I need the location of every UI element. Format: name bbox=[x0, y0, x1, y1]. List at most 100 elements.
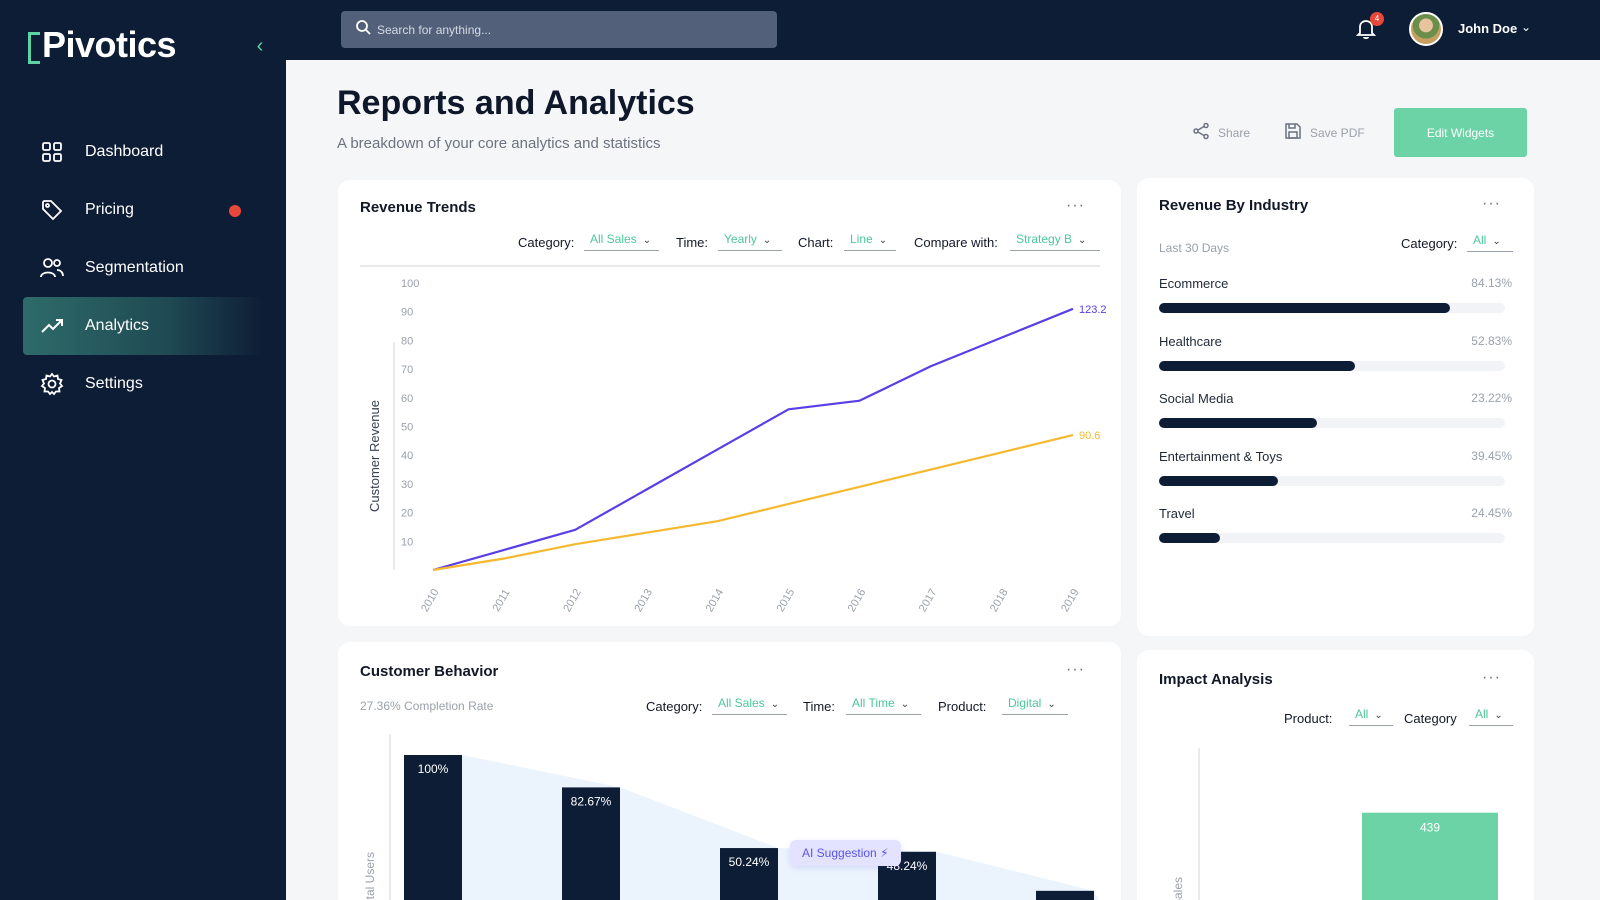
category-select-value: All bbox=[1473, 233, 1487, 247]
search-icon bbox=[355, 19, 371, 40]
x-tick-label: 2016 bbox=[846, 587, 869, 614]
time-select-value: Yearly bbox=[724, 232, 757, 246]
chevron-down-icon: ⌄ bbox=[878, 235, 888, 246]
category-select[interactable]: All ⌄ bbox=[1467, 233, 1513, 252]
x-tick-label: 2014 bbox=[704, 587, 727, 614]
sidebar-item-dashboard[interactable]: Dashboard bbox=[23, 123, 263, 181]
revenue-trends-chart: Customer Revenue 10 20 30 40 50 60 70 80 90 100 20… bbox=[360, 265, 1107, 614]
category-select[interactable]: All Sales ⌄ bbox=[584, 232, 659, 251]
industry-bar-track bbox=[1159, 475, 1505, 486]
y-axis-label: Total Users bbox=[363, 852, 377, 900]
chevron-down-icon: ⌄ bbox=[1078, 235, 1087, 246]
filter-label: Category: bbox=[646, 699, 703, 714]
y-tick-label: 30 bbox=[401, 479, 413, 491]
time-select[interactable]: Yearly ⌄ bbox=[718, 232, 782, 251]
sidebar-item-analytics[interactable]: Analytics bbox=[23, 297, 263, 355]
bar-value-label: 439 bbox=[1420, 821, 1440, 835]
filter-label: Product: bbox=[1284, 711, 1333, 726]
chevron-down-icon[interactable]: ⌄ bbox=[1521, 20, 1532, 34]
category-select-value: All Sales bbox=[718, 696, 765, 710]
impact-analysis-card: Impact Analysis ··· Product: All ⌄ Catego… bbox=[1137, 650, 1534, 900]
grid-icon bbox=[39, 139, 65, 165]
category-select[interactable]: All Sales ⌄ bbox=[712, 696, 787, 715]
tag-icon bbox=[39, 197, 65, 223]
time-select-value: All Time bbox=[852, 696, 895, 710]
industry-name: Ecommerce bbox=[1159, 276, 1229, 291]
x-tick-label: 2019 bbox=[1059, 587, 1082, 614]
user-name[interactable]: John Doe bbox=[1458, 21, 1518, 36]
bell-icon[interactable] bbox=[1354, 16, 1378, 40]
lightning-icon: ⚡︎ bbox=[880, 846, 889, 860]
product-select[interactable]: Digital ⌄ bbox=[1002, 696, 1068, 715]
industry-value: 23.22% bbox=[1471, 391, 1512, 405]
share-button[interactable]: Share bbox=[1192, 122, 1250, 143]
chevron-down-icon: ⌄ bbox=[762, 235, 772, 246]
filter-label: Category: bbox=[518, 235, 575, 250]
funnel-area bbox=[462, 755, 1099, 900]
sidebar-item-pricing[interactable]: Pricing bbox=[23, 181, 263, 239]
share-icon bbox=[1192, 122, 1210, 143]
chevron-down-icon: ⌄ bbox=[1374, 710, 1383, 721]
industry-bar-fill bbox=[1159, 303, 1451, 313]
more-options-icon[interactable]: ··· bbox=[1066, 661, 1085, 678]
industry-bar-track bbox=[1159, 418, 1505, 428]
compare-select[interactable]: Strategy B ⌄ bbox=[1010, 232, 1100, 251]
edit-widgets-button[interactable]: Edit Widgets bbox=[1394, 108, 1527, 157]
search-box[interactable] bbox=[341, 11, 777, 48]
bar-value-label: 100% bbox=[418, 762, 449, 776]
series-end-label: 123.2 bbox=[1079, 304, 1107, 316]
search-input[interactable] bbox=[377, 22, 757, 37]
y-axis-label: Sales bbox=[1171, 877, 1185, 900]
ai-suggestion-button[interactable]: AI Suggestion ⚡︎ bbox=[790, 840, 901, 866]
y-axis-label: Customer Revenue bbox=[367, 400, 382, 512]
more-options-icon[interactable]: ··· bbox=[1482, 195, 1501, 212]
x-tick-label: 2015 bbox=[775, 587, 798, 614]
industry-value: 39.45% bbox=[1471, 448, 1512, 463]
industry-value: 52.83% bbox=[1471, 333, 1512, 348]
x-tick-label: 2012 bbox=[561, 587, 584, 614]
filter-label: Category bbox=[1404, 711, 1457, 726]
time-select[interactable]: All Time ⌄ bbox=[846, 696, 921, 715]
sidebar-item-label: Settings bbox=[85, 375, 143, 392]
series-line bbox=[432, 434, 1074, 572]
card-title: Revenue Trends bbox=[360, 199, 476, 216]
category-select-value: All Sales bbox=[590, 232, 637, 246]
product-select-value: All bbox=[1355, 707, 1369, 721]
sidebar-item-label: Analytics bbox=[85, 317, 150, 334]
collapse-sidebar-icon[interactable]: ‹ bbox=[256, 35, 264, 57]
chart-type-select[interactable]: Line ⌄ bbox=[844, 232, 896, 251]
gear-icon bbox=[39, 371, 65, 397]
avatar[interactable] bbox=[1409, 12, 1443, 46]
industry-name: Healthcare bbox=[1159, 333, 1222, 349]
bar-value-label: 50.24% bbox=[729, 855, 770, 869]
x-tick-label: 2010 bbox=[419, 587, 442, 614]
y-tick-label: 100 bbox=[401, 278, 419, 290]
sidebar-item-label: Pricing bbox=[85, 201, 134, 218]
sidebar: Pivotics ‹ Dashboard Pricing Segmentatio… bbox=[0, 0, 286, 900]
more-options-icon[interactable]: ··· bbox=[1066, 197, 1085, 214]
save-pdf-button[interactable]: Save PDF bbox=[1284, 122, 1365, 143]
logo-text: Pivotics bbox=[42, 24, 177, 65]
sidebar-item-segmentation[interactable]: Segmentation bbox=[23, 239, 263, 297]
notification-dot bbox=[229, 205, 241, 217]
y-tick-label: 60 bbox=[401, 393, 413, 405]
y-tick-label: 70 bbox=[401, 364, 413, 376]
notification-badge: 4 bbox=[1370, 12, 1384, 26]
sidebar-item-settings[interactable]: Settings bbox=[23, 355, 263, 413]
chart-type-select-value: Line bbox=[850, 232, 873, 246]
category-select[interactable]: All ⌄ bbox=[1469, 707, 1513, 726]
compare-select-value: Strategy B bbox=[1016, 232, 1073, 246]
trend-icon bbox=[39, 313, 65, 339]
x-tick-label: 2013 bbox=[632, 587, 655, 614]
funnel-bar bbox=[720, 848, 778, 900]
industry-bar-fill bbox=[1159, 418, 1317, 428]
industry-bar-fill bbox=[1159, 475, 1278, 486]
more-options-icon[interactable]: ··· bbox=[1482, 669, 1501, 686]
product-select[interactable]: All ⌄ bbox=[1349, 707, 1393, 726]
card-title: Customer Behavior bbox=[360, 663, 499, 680]
x-tick-label: 2018 bbox=[988, 587, 1011, 614]
funnel-bar bbox=[1036, 890, 1094, 900]
customer-behavior-card: Customer Behavior ··· 27.36% Completion … bbox=[338, 642, 1121, 900]
category-select-value: All bbox=[1475, 707, 1489, 721]
logo: Pivotics bbox=[28, 24, 177, 66]
